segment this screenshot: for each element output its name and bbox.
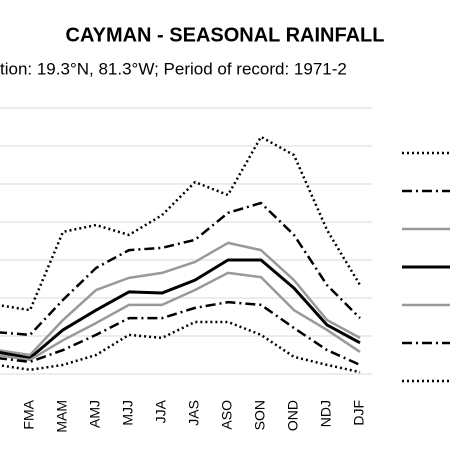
- x-tick-label: MJJ: [120, 400, 136, 426]
- x-tick-label: DJF: [351, 400, 367, 426]
- x-tick-label: AMJ: [87, 400, 103, 428]
- x-tick-label: MAM: [54, 400, 70, 433]
- series-line: [0, 241, 361, 357]
- x-tick-label: OND: [285, 400, 301, 431]
- x-tick-label: JJA: [153, 399, 169, 423]
- x-tick-label: SON: [252, 400, 268, 430]
- x-tick-label: JAS: [186, 400, 202, 426]
- x-tick-label: ASO: [219, 400, 235, 430]
- x-tick-label: NDJ: [318, 400, 334, 427]
- chart-title: CAYMAN - SEASONAL RAINFALL: [66, 24, 385, 46]
- series-line: [0, 300, 361, 367]
- chart-subtitle: tion: 19.3°N, 81.3°W; Period of record: …: [0, 59, 347, 78]
- series-line: [0, 135, 362, 312]
- series-line: [0, 258, 361, 360]
- x-tick-label: FMA: [21, 399, 37, 429]
- series-line: [0, 201, 361, 337]
- series-line: [0, 271, 361, 362]
- series-line: [0, 320, 361, 374]
